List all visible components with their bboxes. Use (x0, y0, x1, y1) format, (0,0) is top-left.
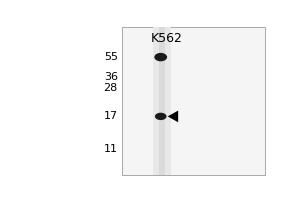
Bar (153, 27, 171, 175)
Text: 55: 55 (104, 52, 118, 62)
Polygon shape (168, 111, 178, 122)
Ellipse shape (154, 53, 167, 61)
Text: 28: 28 (103, 83, 118, 93)
Bar (122, 27, 266, 175)
Text: 17: 17 (103, 111, 118, 121)
Text: K562: K562 (151, 32, 182, 45)
Bar (159, 27, 165, 175)
Text: 36: 36 (104, 72, 118, 82)
Ellipse shape (155, 113, 167, 120)
Text: 11: 11 (104, 144, 118, 154)
